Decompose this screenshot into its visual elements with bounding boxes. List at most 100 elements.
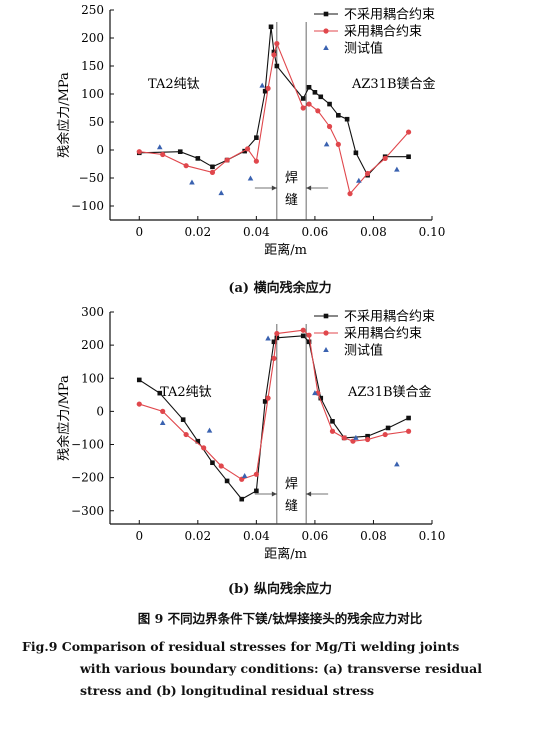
- chart-a-series-1-point: [274, 63, 280, 69]
- chart-b-caption: (b) 纵向残余应力: [228, 582, 332, 597]
- chart-a-series-2-point: [224, 157, 230, 163]
- chart-a-series-2-point: [209, 169, 216, 175]
- chart-b-series-2-point: [365, 436, 371, 443]
- chart-a-series-2-point: [136, 149, 142, 155]
- chart-a-series-1-line: [139, 26, 409, 177]
- chart-a-series-1-point: [210, 164, 215, 170]
- chart-a-series-1-point: [242, 148, 247, 154]
- chart-b-series-2-point: [341, 435, 347, 441]
- chart-b-annotation-ti: TA2纯钛: [160, 385, 212, 400]
- chart-b-y-tick-label: −300: [71, 504, 104, 518]
- chart-a-series-2-point: [160, 151, 166, 158]
- chart-a-series-2-point: [306, 101, 312, 107]
- chart-b-x-tick-label: 0: [135, 529, 143, 543]
- chart-a-y-axis-label: 残余应力/MPa: [56, 72, 72, 158]
- chart-a-series-2-point: [365, 170, 371, 177]
- chart-a-series-1-point: [254, 135, 259, 140]
- chart-b-series-1-point: [224, 478, 230, 484]
- chart-a-series-1-point: [177, 149, 183, 154]
- chart-a-series-3-point: [323, 141, 330, 147]
- chart-b-series-2-point: [253, 471, 259, 477]
- chart-b-series-2-point: [183, 431, 189, 438]
- chart-a-series-2-point: [274, 41, 280, 47]
- chart-a-annotation-ti: TA2纯钛: [148, 77, 200, 92]
- chart-a-legend-marker-1: [323, 11, 329, 17]
- chart-b-series-2-point: [329, 428, 336, 434]
- chart-b-series-3-point: [265, 335, 271, 341]
- chart-b-x-tick-label: 0.10: [419, 529, 446, 543]
- chart-b-y-tick-label: 0: [96, 404, 104, 418]
- chart-b-series-1-point: [330, 419, 335, 424]
- chart-b-series-1-point: [180, 417, 186, 422]
- chart-b: 0 0.02 0.04 0.06 0.08 0.10 −300 −200 −100 0 100 200…: [56, 305, 446, 562]
- chart-b-x-axis-label: 距离/m: [264, 546, 307, 562]
- chart-a-series-3-point: [247, 175, 254, 181]
- chart-a-series-1-point: [312, 90, 318, 95]
- chart-a-series-2-point: [335, 141, 341, 147]
- chart-a-y-tick-label: 150: [81, 59, 104, 73]
- chart-a-series-3-point: [259, 82, 266, 88]
- chart-b-x-tick-label: 0.08: [360, 529, 387, 543]
- chart-b-y-tick-label: 100: [81, 371, 104, 385]
- figure-title-en: Fig.9 Comparison of residual stresses fo…: [22, 636, 547, 702]
- chart-a-x-axis-label: 距离/m: [264, 242, 307, 258]
- chart-b-series-3-point: [312, 390, 318, 396]
- chart-b-x-tick-label: 0.06: [302, 529, 329, 543]
- chart-b-series-2-point: [239, 476, 245, 482]
- chart-b-legend-label-1: 不采用耦合约束: [344, 310, 435, 325]
- chart-b-legend-label-2: 采用耦合约束: [344, 327, 422, 342]
- chart-a-series-1-point: [195, 156, 201, 161]
- chart-a-series-2-point: [253, 158, 259, 164]
- chart-b-series-1-point: [406, 415, 411, 421]
- chart-b-series-1-point: [239, 496, 245, 502]
- chart-b-series-1-point: [300, 333, 306, 339]
- chart-a-series-2-point: [382, 155, 388, 161]
- chart-a-series-1-point: [336, 112, 341, 118]
- chart-b-y-tick-label: 200: [81, 338, 104, 352]
- chart-a-y-tick-label: 200: [81, 31, 104, 45]
- chart-b-series-3-point: [394, 461, 400, 467]
- chart-a-x-tick-label: 0.02: [184, 225, 211, 239]
- chart-a-x-tick-label: 0.04: [243, 225, 270, 239]
- chart-b-series-3-point: [353, 434, 359, 440]
- chart-b-series-3-point: [241, 472, 248, 478]
- chart-a-x-tick-label: 0.06: [302, 225, 329, 239]
- chart-a-legend-label-3: 测试值: [344, 41, 383, 57]
- chart-a-weld-arrowhead-right: [306, 185, 312, 191]
- chart-a-series-3-point: [356, 177, 362, 183]
- chart-b-series-2-point: [274, 330, 280, 337]
- chart-a-series-2-point: [405, 129, 412, 135]
- chart-a-series-1-point: [327, 101, 332, 107]
- chart-b-series-1-point: [271, 339, 277, 345]
- chart-b-weld-label-1: 焊: [285, 476, 298, 492]
- chart-a-series-2-point: [326, 123, 333, 130]
- chart-a-weld-arrowhead-left: [271, 185, 277, 191]
- chart-a-y-tick-label: 50: [89, 115, 104, 129]
- chart-b-y-tick-label: −200: [71, 471, 104, 485]
- chart-b-series-2-point: [136, 401, 142, 407]
- chart-a-legend-marker-3: [323, 45, 329, 50]
- chart-a-legend-label-2: 采用耦合约束: [344, 25, 422, 40]
- figure-title-en-line3: stress and (b) longitudinal residual str…: [80, 683, 375, 698]
- chart-b-series-2-point: [218, 463, 224, 469]
- chart-a: 0 0.02 0.04 0.06 0.08 0.10 −100 −50 0 50 100 150 200…: [56, 3, 445, 258]
- chart-b-series-3-point: [206, 427, 213, 433]
- chart-b-series-1-point: [195, 438, 201, 444]
- figure-title-en-line1: Fig.9 Comparison of residual stresses fo…: [22, 639, 460, 654]
- chart-b-series-2-point: [271, 355, 277, 361]
- figure-title-en-line2: with various boundary conditions: (a) tr…: [80, 661, 483, 676]
- chart-b-series-1-point: [306, 339, 312, 345]
- chart-b-series-1-point: [262, 399, 268, 404]
- chart-b-annotation-mg: AZ31B镁合金: [347, 384, 432, 400]
- chart-b-series-1-point: [385, 425, 391, 431]
- chart-a-legend-marker-2: [323, 28, 329, 34]
- chart-b-legend-marker-2: [323, 330, 329, 336]
- chart-a-y-tick-label: 100: [81, 87, 104, 101]
- chart-b-series-2-point: [350, 438, 356, 444]
- chart-a-y-tick-label: −100: [71, 199, 104, 213]
- chart-b-y-tick-label: −100: [71, 438, 104, 452]
- chart-a-legend-label-1: 不采用耦合约束: [344, 8, 435, 23]
- chart-b-legend-marker-1: [323, 313, 329, 319]
- chart-a-series-1-point: [300, 96, 306, 101]
- chart-b-series-1-point: [318, 395, 324, 401]
